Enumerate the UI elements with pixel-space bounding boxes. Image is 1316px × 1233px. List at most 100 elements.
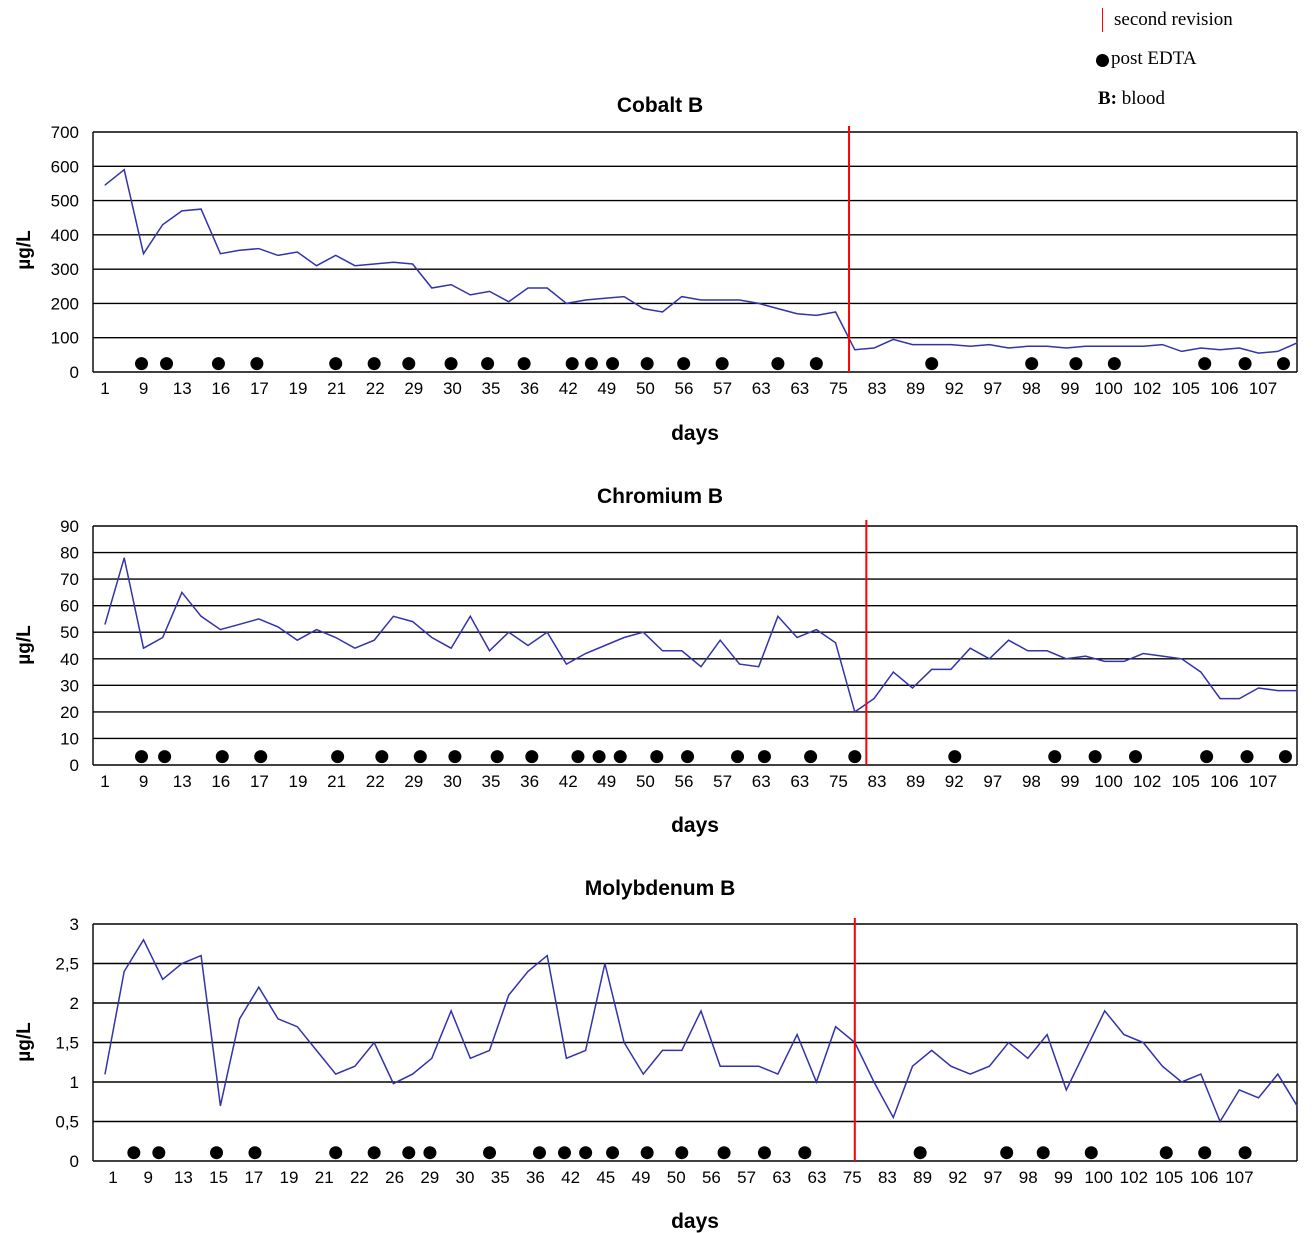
- data-point: [123, 557, 125, 559]
- data-point: [527, 970, 529, 972]
- data-point: [546, 287, 548, 289]
- x-tick-label: 92: [945, 772, 964, 791]
- edta-marker: [592, 750, 606, 764]
- edta-marker: [490, 750, 504, 764]
- edta-marker: [248, 1146, 262, 1160]
- x-tick-label: 75: [829, 772, 848, 791]
- x-tick-label: 98: [1022, 772, 1041, 791]
- data-point: [508, 301, 510, 303]
- data-point: [296, 251, 298, 253]
- data-point: [911, 1065, 913, 1067]
- x-tick-label: 29: [420, 1168, 439, 1187]
- blood-legend-key: B:: [1098, 88, 1117, 109]
- edta-marker: [1278, 750, 1292, 764]
- x-tick-label: 107: [1249, 379, 1277, 398]
- edta-marker: [557, 1146, 571, 1160]
- chart-title-molybdenum: Molybdenum B: [584, 877, 736, 900]
- data-point: [777, 615, 779, 617]
- edta-marker: [1238, 357, 1252, 371]
- data-point: [335, 637, 337, 639]
- edta-marker: [413, 750, 427, 764]
- x-tick-label: 9: [139, 772, 148, 791]
- y-tick-label: 500: [51, 192, 79, 211]
- edta-marker: [160, 357, 174, 371]
- data-point: [585, 652, 587, 654]
- data-point: [585, 299, 587, 301]
- x-tick-label: 1: [100, 379, 109, 398]
- chart-title-cobalt: Cobalt B: [616, 94, 704, 117]
- y-tick-label: 60: [60, 597, 79, 616]
- data-point: [104, 623, 106, 625]
- y-tick-label: 2: [70, 994, 79, 1013]
- data-point: [315, 1049, 317, 1051]
- data-point: [585, 1049, 587, 1051]
- data-point: [1027, 1057, 1029, 1059]
- x-tick-label: 22: [366, 379, 385, 398]
- edta-marker: [606, 1146, 620, 1160]
- data-point: [1085, 345, 1087, 347]
- x-tick-label: 63: [808, 1168, 827, 1187]
- data-point: [296, 1026, 298, 1028]
- x-tick-label: 83: [878, 1168, 897, 1187]
- edta-marker: [152, 1146, 166, 1160]
- data-point: [508, 994, 510, 996]
- data-point: [1161, 344, 1163, 346]
- edta-marker: [771, 357, 785, 371]
- revision-legend-label: second revision: [1114, 9, 1233, 30]
- x-tick-label: 35: [482, 379, 501, 398]
- x-tick-label: 105: [1155, 1168, 1183, 1187]
- y-tick-label: 90: [60, 517, 79, 536]
- edta-marker: [715, 357, 729, 371]
- data-point: [892, 338, 894, 340]
- x-tick-label: 98: [1019, 1168, 1038, 1187]
- edta-marker: [731, 750, 745, 764]
- data-point: [854, 349, 856, 351]
- edta-marker: [423, 1146, 437, 1160]
- x-tick-label: 56: [702, 1168, 721, 1187]
- x-tick-label: 19: [289, 772, 308, 791]
- x-tick-label: 22: [366, 772, 385, 791]
- data-point: [950, 1065, 952, 1067]
- x-axis-label: days: [671, 422, 719, 445]
- x-tick-label: 36: [520, 379, 539, 398]
- data-point: [758, 1065, 760, 1067]
- edta-marker: [448, 750, 462, 764]
- y-axis-label: µg/L: [14, 625, 35, 665]
- edta-marker: [809, 357, 823, 371]
- data-point: [162, 978, 164, 980]
- edta-marker: [329, 357, 343, 371]
- x-tick-label: 57: [713, 379, 732, 398]
- x-tick-label: 99: [1054, 1168, 1073, 1187]
- y-tick-label: 2,5: [55, 955, 79, 974]
- edta-marker: [757, 1146, 771, 1160]
- x-tick-label: 1: [100, 772, 109, 791]
- edta-marker: [250, 357, 264, 371]
- data-point: [1200, 1073, 1202, 1075]
- data-point: [450, 284, 452, 286]
- edta-marker: [158, 750, 172, 764]
- x-tick-label: 97: [984, 1168, 1003, 1187]
- y-tick-label: 50: [60, 623, 79, 642]
- edta-marker: [517, 357, 531, 371]
- data-point: [1219, 698, 1221, 700]
- x-tick-label: 13: [173, 379, 192, 398]
- x-tick-label: 50: [636, 772, 655, 791]
- data-point: [1085, 655, 1087, 657]
- x-tick-label: 107: [1249, 772, 1277, 791]
- x-tick-label: 105: [1172, 772, 1200, 791]
- edta-marker: [1048, 750, 1062, 764]
- data-point: [1123, 1034, 1125, 1036]
- edta-marker: [367, 1146, 381, 1160]
- data-point: [277, 626, 279, 628]
- data-point: [1104, 660, 1106, 662]
- x-tick-label: 15: [209, 1168, 228, 1187]
- data-point: [815, 629, 817, 631]
- x-tick-label: 106: [1210, 772, 1238, 791]
- edta-marker: [804, 750, 818, 764]
- data-point: [738, 299, 740, 301]
- x-tick-label: 9: [143, 1168, 152, 1187]
- x-tick-label: 63: [752, 772, 771, 791]
- data-point: [565, 663, 567, 665]
- data-point: [219, 253, 221, 255]
